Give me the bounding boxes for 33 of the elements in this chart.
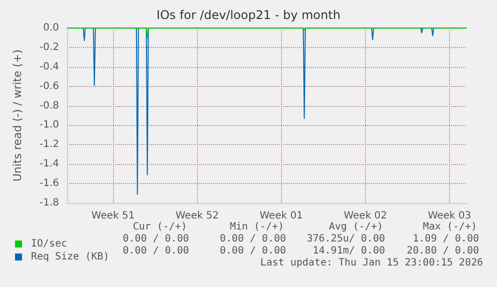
line-series — [66, 28, 468, 38]
text: Avg (-/+) — [328, 222, 383, 232]
text: 0.00 / 0.00 — [220, 234, 286, 244]
x-tick-label: Week 02 — [344, 210, 388, 222]
text: 0.00 / 0.00 — [122, 234, 189, 244]
text: 14.91m/ 0.00 — [312, 246, 385, 256]
legend-label: IO/sec — [31, 238, 68, 250]
text: Min (-/+) — [230, 222, 284, 232]
y-tick-label: -1.6 — [39, 178, 59, 190]
y-tick-label: -1.0 — [39, 120, 59, 131]
text: 0.00 / 0.00 — [122, 246, 189, 256]
x-tick-label: Week 01 — [260, 210, 303, 222]
text: 1.09 / 0.00 — [412, 234, 479, 244]
y-tick-label: -1.2 — [39, 139, 59, 150]
y-tick-label: -1.4 — [39, 158, 59, 170]
y-tick-label: -0.8 — [39, 100, 59, 112]
y-tick-label: 0.0 — [43, 22, 59, 34]
text: Last update: Thu Jan 15 23:00:15 2026 — [260, 258, 484, 268]
chart-title: IOs for /dev/loop21 - by month — [156, 8, 340, 22]
y-tick-label: -0.4 — [39, 61, 59, 72]
y-axis-title: Units read (-) / write (+) — [11, 49, 24, 182]
y-tick-label: -1.8 — [39, 198, 59, 208]
x-tick-label: Week 52 — [176, 210, 219, 222]
x-tick-label: Week 03 — [428, 210, 472, 222]
text: Max (-/+) — [422, 222, 477, 232]
text: 376.25u/ 0.00 — [306, 234, 385, 244]
y-tick-label: -0.6 — [39, 80, 59, 92]
text: 0.00 / 0.00 — [220, 246, 286, 256]
text: 20.80 / 0.00 — [406, 246, 479, 256]
legend-label: Req Size (KB) — [31, 252, 110, 262]
y-tick-label: -0.2 — [39, 42, 59, 53]
text: Cur (-/+) — [132, 222, 187, 232]
x-tick-label: Week 51 — [91, 210, 135, 222]
